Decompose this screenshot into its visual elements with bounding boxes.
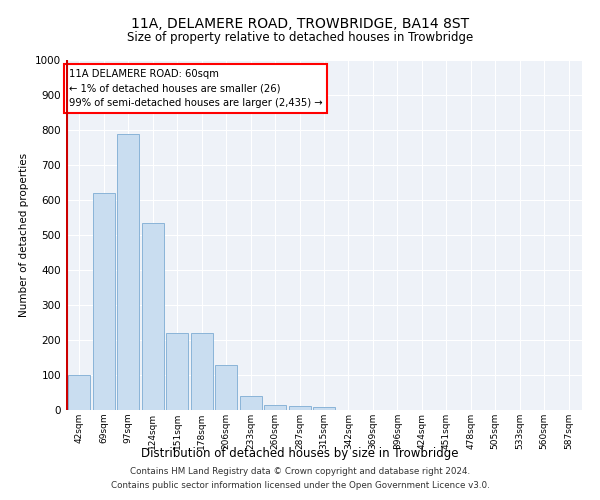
Bar (191, 333, 213, 410)
Text: 11A DELAMERE ROAD: 60sqm
← 1% of detached houses are smaller (26)
99% of semi-de: 11A DELAMERE ROAD: 60sqm ← 1% of detache… (68, 69, 322, 108)
Bar (313, 406, 335, 410)
Text: Size of property relative to detached houses in Trowbridge: Size of property relative to detached ho… (127, 31, 473, 44)
Y-axis label: Number of detached properties: Number of detached properties (19, 153, 29, 317)
Bar (264, 405, 286, 410)
Bar (93, 193, 115, 410)
Text: Contains HM Land Registry data © Crown copyright and database right 2024.: Contains HM Land Registry data © Crown c… (130, 467, 470, 476)
Text: Distribution of detached houses by size in Trowbridge: Distribution of detached houses by size … (141, 448, 459, 460)
Bar (142, 223, 164, 410)
Bar (118, 134, 139, 410)
Bar (215, 364, 237, 410)
Text: Contains public sector information licensed under the Open Government Licence v3: Contains public sector information licen… (110, 481, 490, 490)
Bar (68, 375, 91, 410)
Bar (289, 406, 311, 410)
Bar (239, 396, 262, 410)
Text: 11A, DELAMERE ROAD, TROWBRIDGE, BA14 8ST: 11A, DELAMERE ROAD, TROWBRIDGE, BA14 8ST (131, 18, 469, 32)
Bar (166, 333, 188, 410)
